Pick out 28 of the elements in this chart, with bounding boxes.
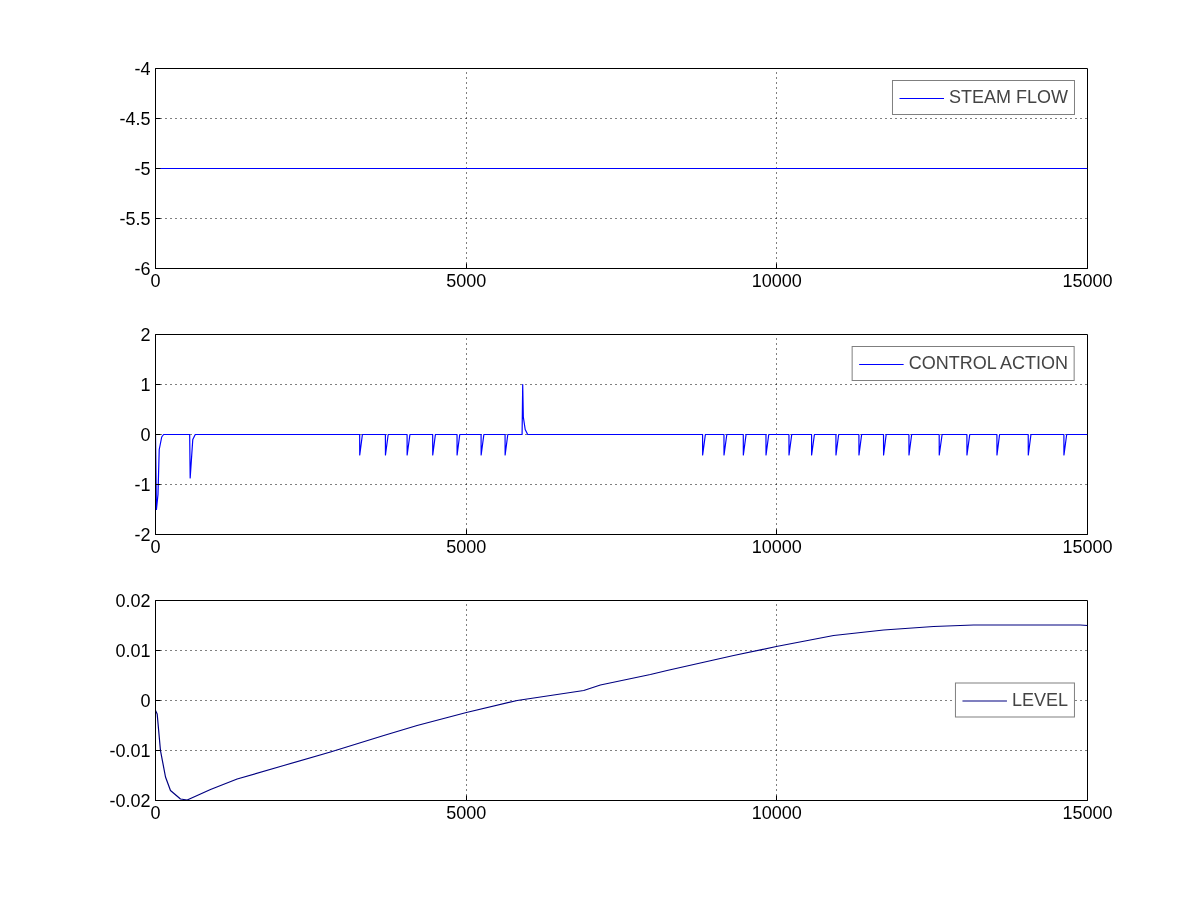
y-tick-label: -6 [134,259,151,279]
y-tick-label: 2 [140,325,151,345]
legend-label: STEAM FLOW [948,87,1068,108]
y-tick-label: -1 [134,475,151,495]
y-tick-label: 0.02 [115,591,151,611]
y-tick-label: -5.5 [119,209,151,229]
y-tick-label: -5 [134,159,151,179]
x-tick-label: 15000 [1062,802,1113,823]
x-tick-label: 5000 [446,270,487,291]
y-tick-label: 0 [140,691,151,711]
x-tick-label: 5000 [446,536,487,557]
x-tick-label: 10000 [751,802,802,823]
legend-label: LEVEL [1011,689,1068,711]
y-tick-label: -2 [134,525,151,545]
x-tick-label: 15000 [1062,536,1113,557]
x-tick-label: 10000 [751,270,802,291]
y-tick-label: -4.5 [119,109,151,129]
y-tick-label: -4 [134,59,151,79]
x-tick-label: 5000 [446,802,487,823]
x-tick-label: 10000 [751,536,802,557]
legend-label: CONTROL ACTION [908,353,1068,374]
x-tick-label: 15000 [1062,270,1113,291]
y-tick-label: -0.01 [109,741,151,761]
y-tick-label: 0 [140,425,151,445]
line-series [155,383,1088,511]
y-tick-label: -0.02 [109,791,151,811]
y-tick-label: 1 [140,375,151,395]
y-tick-label: 0.01 [115,641,151,661]
